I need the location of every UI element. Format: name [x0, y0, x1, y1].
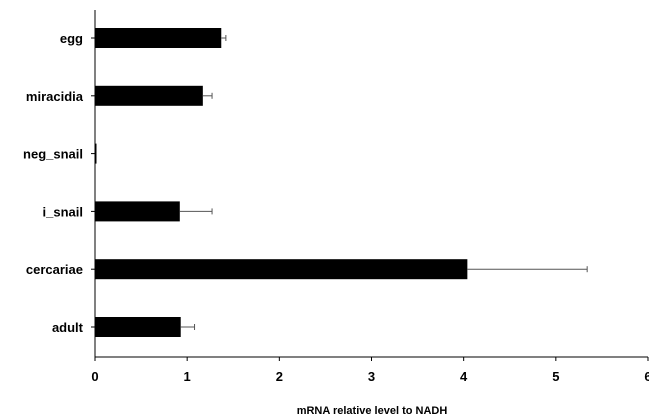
- category-label-i_snail: i_snail: [43, 204, 83, 219]
- category-label-cercariae: cercariae: [26, 262, 83, 277]
- bar-neg_snail: [95, 143, 97, 164]
- category-label-miracidia: miracidia: [26, 89, 84, 104]
- x-tick-label-4: 4: [460, 369, 468, 384]
- x-tick-label-0: 0: [91, 369, 98, 384]
- x-axis-title: mRNA relative level to NADH: [297, 405, 448, 417]
- plot-area: 0 1 2 3 4 5 6 egg miracidia neg_snail i_snailcerca…: [23, 10, 649, 384]
- bar-egg: [95, 28, 222, 48]
- bar-miracidia: [95, 85, 203, 106]
- category-label-egg: egg: [60, 31, 83, 46]
- category-label-adult: adult: [52, 320, 84, 335]
- x-tick-label-5: 5: [552, 369, 559, 384]
- x-tick-label-1: 1: [184, 369, 191, 384]
- category-label-neg_snail: neg_snail: [23, 147, 83, 162]
- bar-cercariae: [95, 259, 468, 280]
- x-tick-label-2: 2: [276, 369, 283, 384]
- x-tick-label-3: 3: [368, 369, 375, 384]
- bar-adult: [95, 317, 181, 337]
- x-tick-label-6: 6: [644, 369, 649, 384]
- bar-i_snail: [95, 201, 180, 222]
